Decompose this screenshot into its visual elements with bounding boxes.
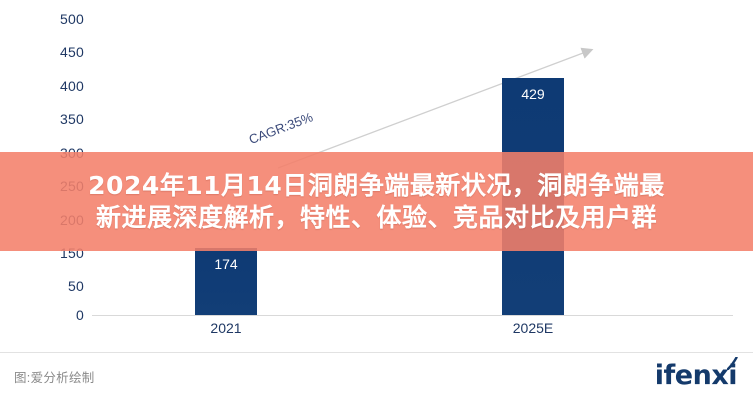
y-axis-tick-0: 0 — [76, 307, 84, 323]
headline-overlay-banner: 2024年11月14日洞朗争端最新状况，洞朗争端最 新进展深度解析，特性、体验、… — [0, 152, 753, 251]
chart-footer: 图:爱分析绘制 ifenxi — [0, 352, 753, 401]
source-note: 图:爱分析绘制 — [14, 371, 95, 385]
bar-value-label-2025e: 429 — [521, 86, 545, 102]
headline-overlay-text: 2024年11月14日洞朗争端最新状况，洞朗争端最 新进展深度解析，特性、体验、… — [27, 170, 727, 233]
bar-value-label-2021: 174 — [214, 256, 238, 272]
y-axis-tick-450: 450 — [60, 44, 84, 60]
y-axis-tick-500: 500 — [60, 11, 84, 27]
logo-swoosh-icon — [727, 357, 738, 370]
headline-line-2: 新进展深度解析，特性、体验、竞品对比及用户群 — [95, 202, 657, 232]
headline-line-1: 2024年11月14日洞朗争端最新状况，洞朗争端最 — [88, 171, 665, 201]
bar-2021: 174 — [195, 248, 257, 315]
y-axis-tick-350: 350 — [60, 111, 84, 127]
x-axis-baseline — [92, 315, 733, 316]
brand-wordmark: ifenxi — [654, 360, 738, 391]
cagr-annotation-label: CAGR:35% — [246, 109, 315, 147]
y-axis-tick-400: 400 — [60, 78, 84, 94]
y-axis-tick-50: 50 — [68, 278, 84, 294]
x-axis-tick-2025e: 2025E — [512, 320, 554, 336]
ifenxi-logo: ifenxi — [654, 357, 738, 391]
x-axis-tick-2021: 2021 — [210, 320, 242, 336]
